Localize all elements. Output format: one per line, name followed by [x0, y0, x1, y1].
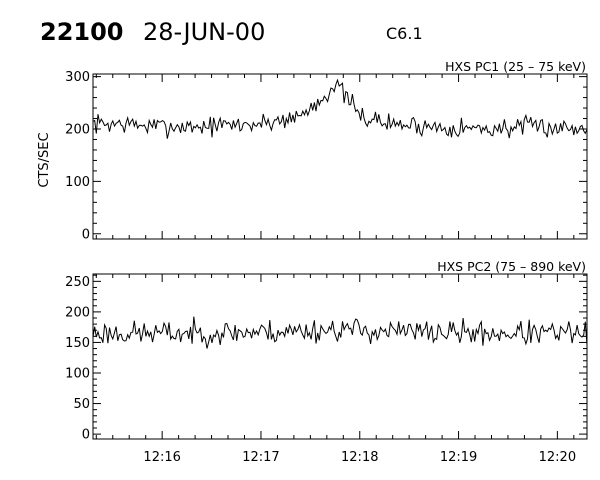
- flare-class: C6.1: [386, 24, 423, 43]
- y-tick-label: 0: [82, 428, 90, 443]
- y-tick-labels: 0 50 100 150 200 250: [65, 275, 90, 443]
- y-tick-label: 0: [82, 227, 90, 242]
- y-tick-label: 200: [65, 305, 90, 320]
- plot-frame: [92, 273, 588, 440]
- x-tick-label: 12:17: [242, 450, 279, 465]
- event-id: 22100: [40, 18, 124, 46]
- y-tick-label: 150: [65, 336, 90, 351]
- x-tick-label: 12:20: [539, 450, 576, 465]
- y-axis-label: CTS/SEC: [37, 132, 52, 187]
- y-tick-label: 100: [65, 175, 90, 190]
- plot-frame: [92, 73, 588, 240]
- y-tick-label: 300: [65, 70, 90, 85]
- ticks: [93, 74, 587, 239]
- panel-title: HXS PC1 (25 – 75 keV): [445, 59, 586, 74]
- count-rate-line: [92, 78, 588, 139]
- x-tick-label: 12:19: [440, 450, 477, 465]
- y-tick-label: 100: [65, 367, 90, 382]
- panel-pc2: HXS PC2 (75 – 890 keV) 0 50 100 150 200 250 1…: [65, 259, 588, 465]
- ticks: [93, 274, 587, 439]
- panel-pc1: HXS PC1 (25 – 75 keV) CTS/SEC 0 100 200 300: [37, 59, 588, 242]
- x-tick-label: 12:18: [341, 450, 378, 465]
- y-tick-label: 250: [65, 275, 90, 290]
- y-tick-labels: 0 100 200 300: [65, 70, 90, 242]
- x-tick-label: 12:16: [143, 450, 180, 465]
- event-date: 28-JUN-00: [143, 18, 265, 46]
- count-rate-line: [92, 316, 588, 349]
- y-tick-label: 200: [65, 123, 90, 138]
- panel-title: HXS PC2 (75 – 890 keV): [437, 259, 586, 274]
- y-tick-label: 50: [73, 397, 90, 412]
- x-tick-labels: 12:16 12:17 12:18 12:19 12:20: [143, 450, 576, 465]
